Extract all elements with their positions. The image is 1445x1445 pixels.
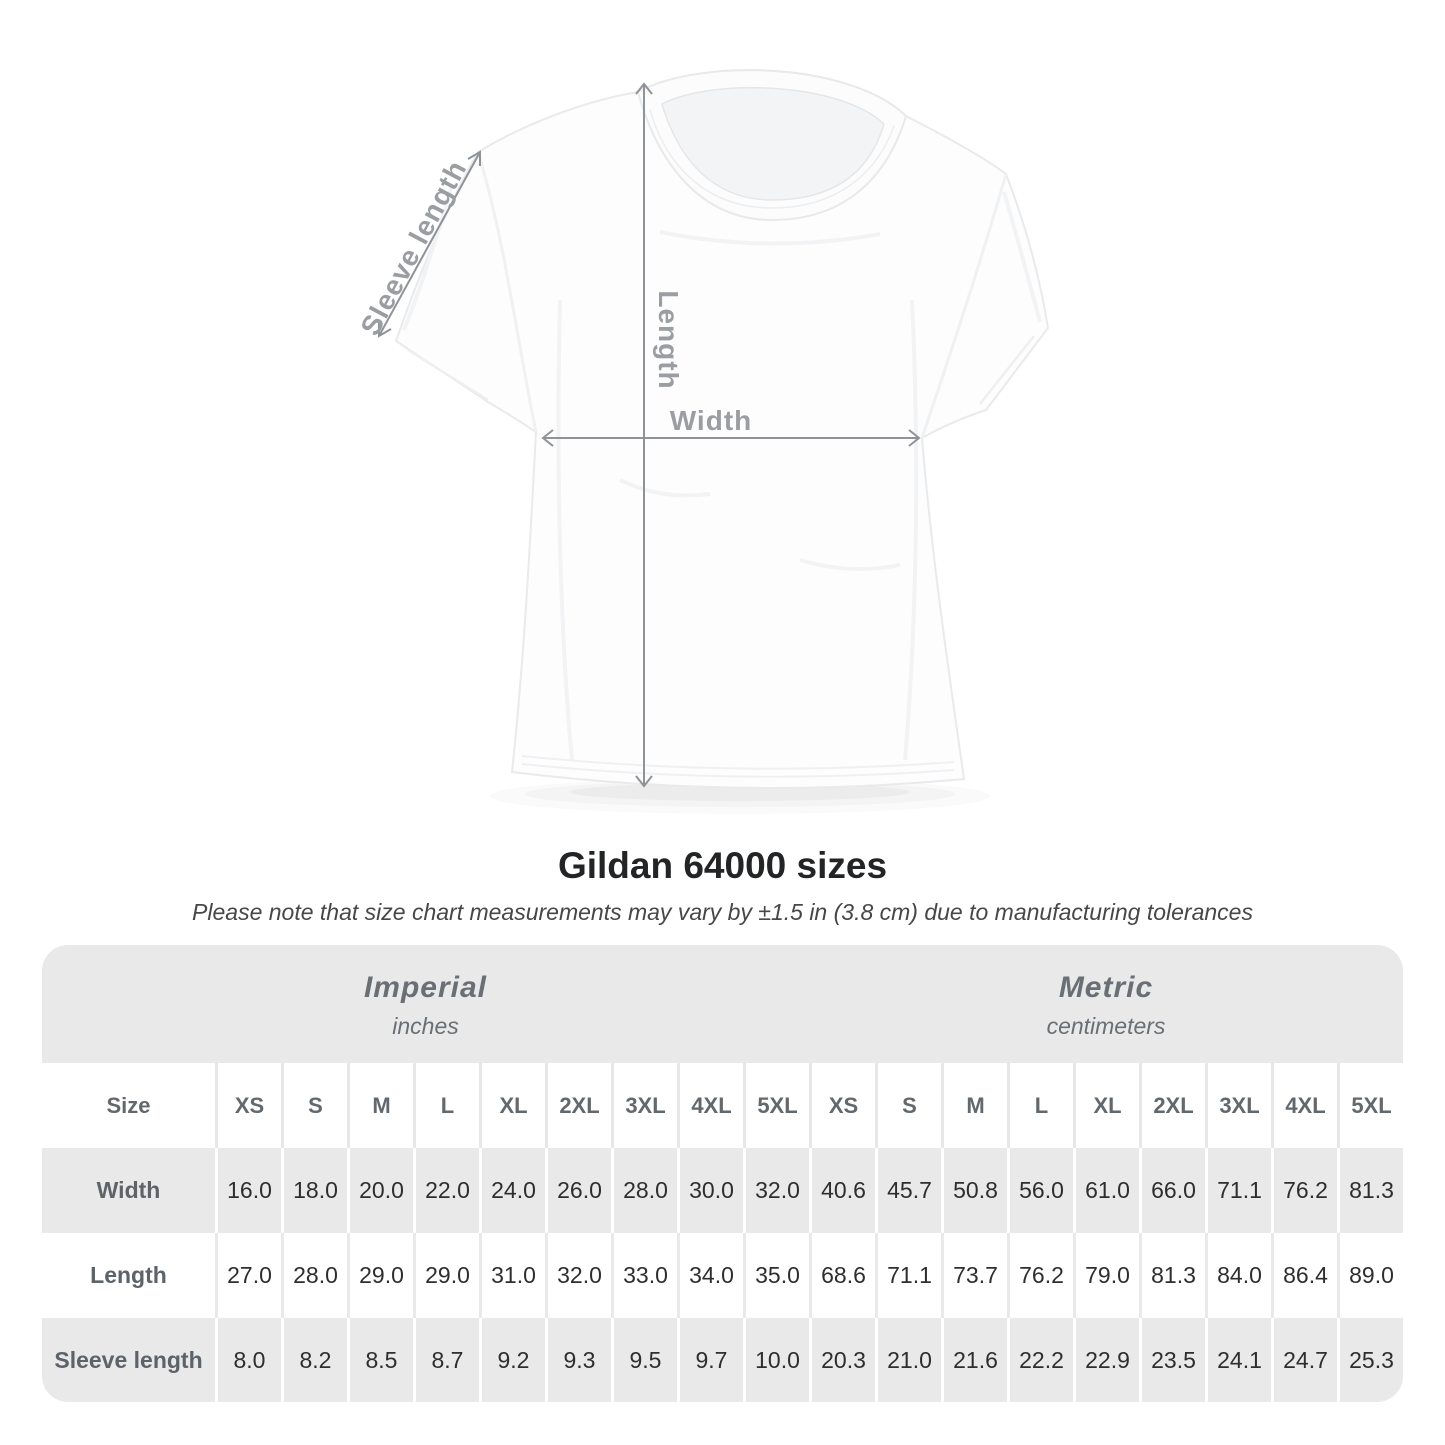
value-cell-metric: 25.3 <box>1337 1318 1403 1402</box>
size-col-header-metric: M <box>941 1063 1007 1148</box>
value-cell-metric: 84.0 <box>1205 1233 1271 1318</box>
value-cell-imperial: 9.3 <box>545 1318 611 1402</box>
value-cell-imperial: 35.0 <box>743 1233 809 1318</box>
value-cell-metric: 76.2 <box>1271 1148 1337 1233</box>
page-title: Gildan 64000 sizes <box>557 845 888 886</box>
value-cell-imperial: 28.0 <box>281 1233 347 1318</box>
width-arrow <box>541 429 921 447</box>
size-col-header-metric: 4XL <box>1271 1063 1337 1148</box>
value-cell-metric: 73.7 <box>941 1233 1007 1318</box>
sleeve-length-arrow <box>378 150 481 338</box>
value-cell-metric: 79.0 <box>1073 1233 1139 1318</box>
value-cell-imperial: 8.5 <box>347 1318 413 1402</box>
size-col-header-metric: 5XL <box>1337 1063 1403 1148</box>
row-label: Length <box>42 1233 215 1318</box>
value-cell-imperial: 29.0 <box>413 1233 479 1318</box>
size-col-header-imperial: XS <box>215 1063 281 1148</box>
size-col-header-metric: 2XL <box>1139 1063 1205 1148</box>
row-label: Sleeve length <box>42 1318 215 1402</box>
value-cell-metric: 22.9 <box>1073 1318 1139 1402</box>
tshirt-illustration <box>378 69 1050 789</box>
value-cell-imperial: 10.0 <box>743 1318 809 1402</box>
value-cell-imperial: 29.0 <box>347 1233 413 1318</box>
value-cell-metric: 71.1 <box>875 1233 941 1318</box>
value-cell-metric: 68.6 <box>809 1233 875 1318</box>
value-cell-metric: 50.8 <box>941 1148 1007 1233</box>
row-label: Width <box>42 1148 215 1233</box>
size-col-header-imperial: 3XL <box>611 1063 677 1148</box>
size-col-header-imperial: XL <box>479 1063 545 1148</box>
size-col-header-imperial: M <box>347 1063 413 1148</box>
metric-title: Metric <box>1058 970 1154 1004</box>
size-header: Size <box>42 1063 215 1148</box>
value-cell-imperial: 32.0 <box>545 1233 611 1318</box>
value-cell-imperial: 34.0 <box>677 1233 743 1318</box>
size-col-header-metric: L <box>1007 1063 1073 1148</box>
value-cell-metric: 89.0 <box>1337 1233 1403 1318</box>
size-col-header-metric: XS <box>809 1063 875 1148</box>
value-cell-metric: 21.6 <box>941 1318 1007 1402</box>
value-cell-metric: 61.0 <box>1073 1148 1139 1233</box>
value-cell-metric: 40.6 <box>809 1148 875 1233</box>
value-cell-metric: 45.7 <box>875 1148 941 1233</box>
value-cell-imperial: 30.0 <box>677 1148 743 1233</box>
value-cell-imperial: 18.0 <box>281 1148 347 1233</box>
value-cell-metric: 56.0 <box>1007 1148 1073 1233</box>
measurement-arrows <box>378 82 921 788</box>
value-cell-imperial: 22.0 <box>413 1148 479 1233</box>
value-cell-metric: 21.0 <box>875 1318 941 1402</box>
value-cell-metric: 81.3 <box>1139 1233 1205 1318</box>
value-cell-metric: 76.2 <box>1007 1233 1073 1318</box>
value-cell-metric: 24.7 <box>1271 1318 1337 1402</box>
size-col-header-imperial: 4XL <box>677 1063 743 1148</box>
imperial-unit: inches <box>392 1012 459 1039</box>
value-cell-imperial: 26.0 <box>545 1148 611 1233</box>
value-cell-imperial: 32.0 <box>743 1148 809 1233</box>
value-cell-imperial: 9.7 <box>677 1318 743 1402</box>
value-cell-metric: 20.3 <box>809 1318 875 1402</box>
value-cell-metric: 71.1 <box>1205 1148 1271 1233</box>
size-col-header-metric: 3XL <box>1205 1063 1271 1148</box>
value-cell-imperial: 9.5 <box>611 1318 677 1402</box>
length-arrow <box>635 82 653 788</box>
size-table-grid: Imperial inches Metric centimeters Size X… <box>42 945 1403 1402</box>
metric-unit: centimeters <box>1046 1012 1166 1039</box>
value-cell-imperial: 31.0 <box>479 1233 545 1318</box>
value-cell-metric: 66.0 <box>1139 1148 1205 1233</box>
tshirt-measurement-diagram: Sleeve length Length Width <box>354 69 1050 789</box>
value-cell-imperial: 8.0 <box>215 1318 281 1402</box>
imperial-group-header: Imperial inches <box>42 945 809 1063</box>
tshirt-collar <box>636 69 908 222</box>
value-cell-imperial: 8.7 <box>413 1318 479 1402</box>
value-cell-metric: 24.1 <box>1205 1318 1271 1402</box>
value-cell-metric: 23.5 <box>1139 1318 1205 1402</box>
size-col-header-metric: S <box>875 1063 941 1148</box>
size-col-header-imperial: S <box>281 1063 347 1148</box>
width-label: Width <box>669 405 753 436</box>
length-label: Length <box>653 290 684 390</box>
size-col-header-imperial: L <box>413 1063 479 1148</box>
size-col-header-imperial: 5XL <box>743 1063 809 1148</box>
value-cell-metric: 86.4 <box>1271 1233 1337 1318</box>
value-cell-imperial: 16.0 <box>215 1148 281 1233</box>
metric-group-header: Metric centimeters <box>809 945 1403 1063</box>
tshirt-body <box>394 69 1050 789</box>
size-col-header-metric: XL <box>1073 1063 1139 1148</box>
value-cell-imperial: 24.0 <box>479 1148 545 1233</box>
value-cell-imperial: 9.2 <box>479 1318 545 1402</box>
value-cell-metric: 81.3 <box>1337 1148 1403 1233</box>
value-cell-metric: 22.2 <box>1007 1318 1073 1402</box>
imperial-title: Imperial <box>363 970 488 1004</box>
value-cell-imperial: 33.0 <box>611 1233 677 1318</box>
value-cell-imperial: 28.0 <box>611 1148 677 1233</box>
value-cell-imperial: 20.0 <box>347 1148 413 1233</box>
size-col-header-imperial: 2XL <box>545 1063 611 1148</box>
tolerance-note: Please note that size chart measurements… <box>192 899 1253 925</box>
value-cell-imperial: 27.0 <box>215 1233 281 1318</box>
value-cell-imperial: 8.2 <box>281 1318 347 1402</box>
